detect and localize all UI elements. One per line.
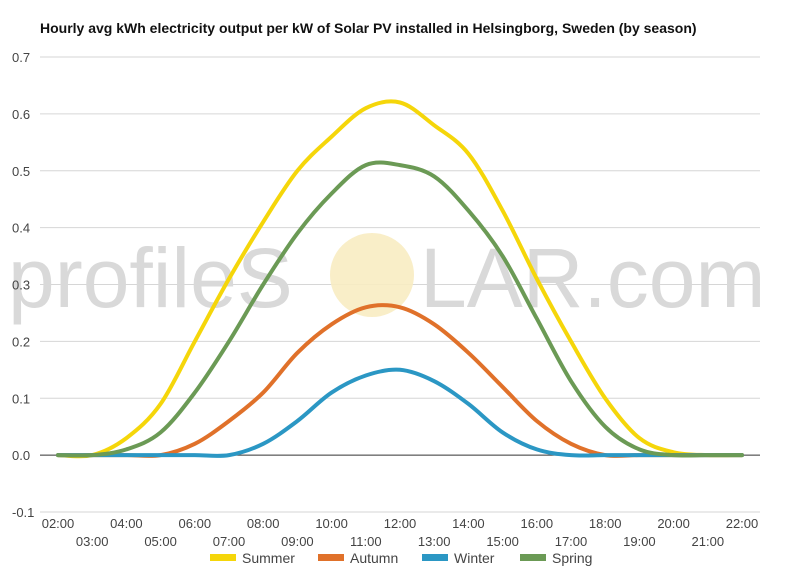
x-tick-label: 18:00 bbox=[589, 516, 622, 531]
x-tick-label: 14:00 bbox=[452, 516, 485, 531]
series-line-summer bbox=[56, 99, 744, 459]
legend-label-autumn: Autumn bbox=[350, 550, 398, 566]
watermark-text-right: LAR.com bbox=[420, 231, 765, 325]
watermark-text-left: profileS bbox=[8, 231, 293, 325]
x-tick-label: 21:00 bbox=[692, 534, 725, 549]
watermark: profileS LAR.com bbox=[8, 231, 765, 325]
legend-swatch-spring bbox=[520, 554, 546, 561]
y-tick-label: 0.0 bbox=[12, 448, 30, 463]
x-tick-label: 10:00 bbox=[315, 516, 348, 531]
x-tick-label: 12:00 bbox=[384, 516, 417, 531]
y-tick-label: 0.7 bbox=[12, 50, 30, 65]
x-tick-label: 16:00 bbox=[521, 516, 554, 531]
x-tick-label: 02:00 bbox=[42, 516, 75, 531]
y-tick-label: 0.2 bbox=[12, 334, 30, 349]
x-tick-label: 04:00 bbox=[110, 516, 143, 531]
watermark-sun bbox=[330, 233, 414, 317]
legend-swatch-summer bbox=[210, 554, 236, 561]
legend-label-spring: Spring bbox=[552, 550, 592, 566]
legend-swatch-autumn bbox=[318, 554, 344, 561]
y-tick-label: 0.1 bbox=[12, 391, 30, 406]
x-tick-label: 06:00 bbox=[179, 516, 212, 531]
y-tick-label: 0.3 bbox=[12, 278, 30, 293]
x-tick-label: 20:00 bbox=[657, 516, 690, 531]
legend-swatch-winter bbox=[422, 554, 448, 561]
x-tick-label: 22:00 bbox=[726, 516, 759, 531]
y-tick-label: 0.5 bbox=[12, 164, 30, 179]
x-tick-label: 09:00 bbox=[281, 534, 314, 549]
y-tick-label: -0.1 bbox=[12, 505, 34, 520]
axes: -0.1 0.0 0.1 0.2 0.3 0.4 0.5 0.6 0.7 02:0003:0004… bbox=[12, 50, 760, 549]
y-tick-label: 0.4 bbox=[12, 221, 30, 236]
x-tick-label: 15:00 bbox=[486, 534, 519, 549]
legend-label-winter: Winter bbox=[454, 550, 495, 566]
series-lines bbox=[56, 99, 744, 459]
legend-label-summer: Summer bbox=[242, 550, 295, 566]
x-tick-label: 08:00 bbox=[247, 516, 280, 531]
series-line-spring bbox=[56, 160, 744, 458]
x-tick-label: 13:00 bbox=[418, 534, 451, 549]
chart-title: Hourly avg kWh electricity output per kW… bbox=[40, 20, 697, 36]
legend: Summer Autumn Winter Spring bbox=[210, 550, 592, 566]
x-tick-label: 11:00 bbox=[350, 534, 382, 549]
y-tick-label: 0.6 bbox=[12, 107, 30, 122]
x-tick-label: 17:00 bbox=[555, 534, 588, 549]
x-tick-label: 19:00 bbox=[623, 534, 656, 549]
series-line-winter bbox=[56, 367, 744, 458]
x-tick-label: 03:00 bbox=[76, 534, 109, 549]
x-tick-label: 07:00 bbox=[213, 534, 246, 549]
x-tick-label: 05:00 bbox=[144, 534, 177, 549]
